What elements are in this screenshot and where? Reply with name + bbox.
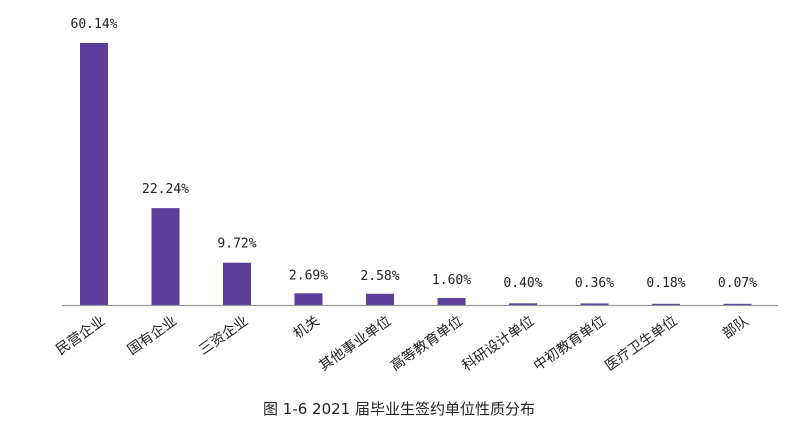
value-label-1: 22.24% bbox=[142, 182, 189, 197]
bar-2 bbox=[223, 262, 251, 305]
category-label-4: 其他事业单位 bbox=[316, 313, 394, 374]
bar-9 bbox=[723, 303, 752, 305]
value-labels-group: 60.14% 22.24% 9.72% 2.69% 2.58% 1.60% 0.40% 0.3… bbox=[71, 17, 758, 291]
category-label-0: 民营企业 bbox=[53, 312, 109, 358]
bars-group bbox=[80, 43, 752, 305]
bar-5 bbox=[437, 298, 466, 305]
value-label-5: 1.60% bbox=[432, 273, 471, 288]
category-label-6: 科研设计单位 bbox=[459, 313, 537, 374]
value-label-0: 60.14% bbox=[71, 17, 118, 32]
category-label-8: 医疗卫生单位 bbox=[602, 313, 680, 374]
category-labels-group: 民营企业 国有企业 三资企业 机关其他事业单位高等教育单位科研设计单位中初教育单位医疗… bbox=[53, 312, 752, 374]
bar-7 bbox=[580, 303, 609, 305]
value-label-7: 0.36% bbox=[575, 276, 614, 291]
category-label-9: 部队 bbox=[720, 313, 752, 342]
category-label-2: 三资企业 bbox=[196, 312, 252, 358]
chart-caption: 图 1-6 2021 届毕业生签约单位性质分布 bbox=[263, 400, 535, 418]
value-label-6: 0.40% bbox=[503, 276, 542, 291]
category-label-7: 中初教育单位 bbox=[530, 312, 609, 374]
bar-8 bbox=[652, 303, 680, 305]
value-label-4: 2.58% bbox=[360, 269, 399, 284]
value-label-2: 9.72% bbox=[217, 237, 256, 252]
bar-6 bbox=[509, 303, 537, 305]
value-label-3: 2.69% bbox=[289, 268, 328, 283]
value-label-8: 0.18% bbox=[646, 276, 685, 291]
category-label-3: 机关 bbox=[291, 313, 323, 342]
category-label-1: 国有企业 bbox=[124, 312, 180, 358]
bar-0 bbox=[80, 43, 108, 305]
bar-4 bbox=[366, 293, 394, 305]
category-label-5: 高等教育单位 bbox=[387, 312, 466, 374]
bar-3 bbox=[294, 293, 323, 305]
value-label-9: 0.07% bbox=[718, 276, 757, 291]
bar-1 bbox=[151, 208, 180, 305]
